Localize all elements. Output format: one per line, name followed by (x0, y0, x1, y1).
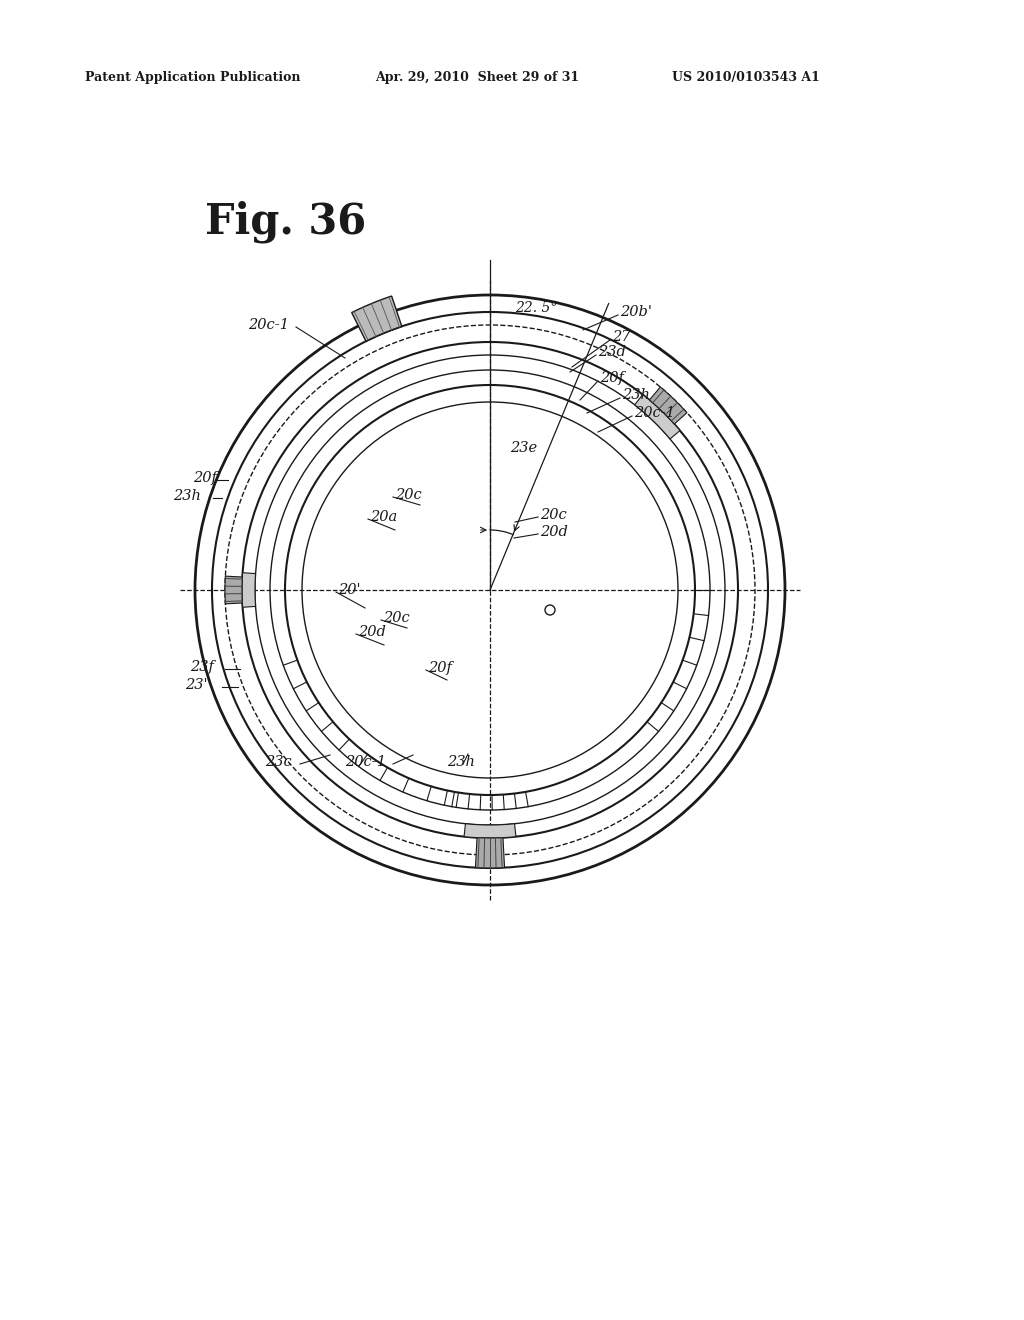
Polygon shape (464, 824, 516, 838)
Text: 20b': 20b' (620, 305, 652, 319)
Text: 20d: 20d (540, 525, 568, 539)
Text: 20c-1: 20c-1 (248, 318, 289, 333)
Text: 20a: 20a (370, 510, 397, 524)
Text: 23': 23' (185, 678, 208, 692)
Text: 23c: 23c (265, 755, 292, 770)
Text: 20f: 20f (600, 371, 624, 385)
Text: 20': 20' (338, 583, 360, 597)
Text: 20f: 20f (193, 471, 217, 484)
Text: Apr. 29, 2010  Sheet 29 of 31: Apr. 29, 2010 Sheet 29 of 31 (375, 71, 580, 84)
Polygon shape (475, 838, 505, 869)
Text: 20c: 20c (395, 488, 422, 502)
Text: 23h: 23h (447, 755, 475, 770)
Text: 20c-1: 20c-1 (634, 407, 675, 420)
Text: 23d: 23d (598, 345, 626, 359)
Text: 20c: 20c (540, 508, 566, 521)
Text: 27: 27 (612, 330, 631, 345)
Text: 20c: 20c (383, 611, 410, 624)
Polygon shape (242, 573, 256, 607)
Text: 20d: 20d (358, 624, 386, 639)
Text: 23f: 23f (190, 660, 214, 675)
Text: Fig. 36: Fig. 36 (205, 201, 367, 243)
Text: 23e: 23e (510, 441, 538, 455)
Text: US 2010/0103543 A1: US 2010/0103543 A1 (672, 71, 820, 84)
Text: 20f: 20f (428, 661, 452, 675)
Polygon shape (225, 576, 243, 603)
Text: 20c-1: 20c-1 (345, 755, 386, 770)
Text: 23h: 23h (622, 388, 650, 403)
Polygon shape (351, 296, 401, 341)
Polygon shape (649, 387, 687, 424)
Text: Patent Application Publication: Patent Application Publication (85, 71, 300, 84)
Polygon shape (635, 395, 680, 440)
Text: 23h: 23h (173, 488, 201, 503)
Text: 22. 5°: 22. 5° (515, 301, 557, 315)
